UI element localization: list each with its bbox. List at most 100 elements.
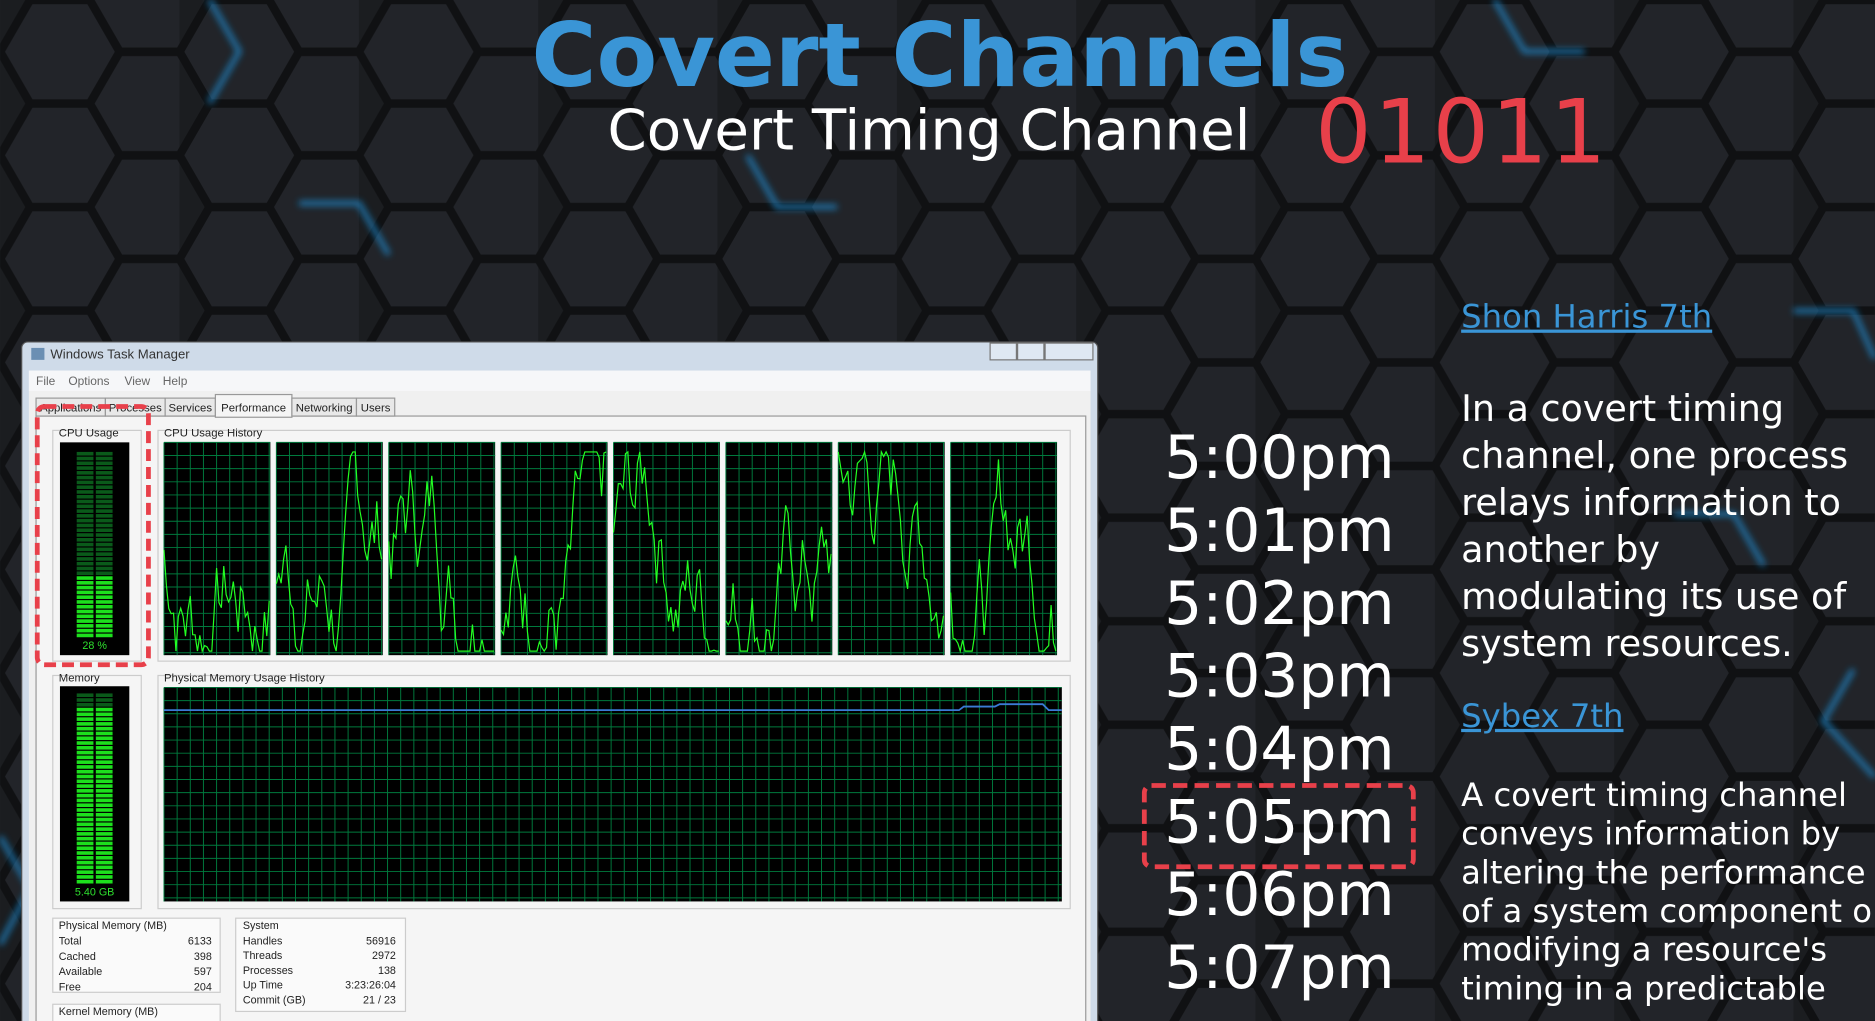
meter-segment — [76, 523, 94, 528]
meter-segment — [76, 480, 94, 485]
tab-label[interactable]: Performance — [221, 402, 286, 414]
meter-segment — [76, 693, 94, 698]
reference-line: channel, one process — [1461, 434, 1848, 477]
meter-segment — [76, 590, 94, 595]
meter-segment — [76, 595, 94, 599]
cpu-usage-group — [52, 429, 142, 662]
menu-item[interactable]: Options — [68, 374, 109, 388]
tab-label[interactable]: Networking — [296, 402, 353, 414]
physical-memory-group — [52, 917, 221, 993]
header: Covert Channels Covert Timing Channel 01… — [532, 4, 1607, 184]
stat-value: 398 — [194, 951, 212, 963]
meter-segment — [95, 480, 113, 485]
meter-segment — [76, 856, 94, 860]
meter-segment — [76, 746, 94, 750]
memory-history-label: Physical Memory Usage History — [164, 672, 325, 684]
reference-source[interactable]: Shon Harris 7th — [1461, 298, 1712, 336]
meter-segment — [76, 798, 94, 803]
tab-label[interactable]: Users — [361, 402, 391, 414]
reference-line: timing in a predictable — [1461, 969, 1826, 1007]
meter-segment — [95, 741, 113, 745]
reference-source[interactable]: Sybex 7th — [1461, 697, 1623, 735]
meter-segment — [76, 760, 94, 764]
meter-segment — [76, 860, 94, 865]
meter-segment — [76, 466, 94, 470]
meter-segment — [76, 485, 94, 489]
meter-segment — [76, 875, 94, 879]
cpu-history-line — [275, 451, 383, 652]
graph-grid — [275, 441, 383, 656]
meter-segment — [95, 547, 113, 552]
minimize-button[interactable] — [989, 342, 1018, 361]
meter-segment — [95, 633, 113, 638]
meter-segment — [76, 779, 94, 784]
meter-segment — [76, 789, 94, 793]
meter-segment — [95, 841, 113, 846]
stat-value: 2972 — [372, 950, 396, 962]
tab-label[interactable]: Services — [169, 402, 213, 414]
meter-segment — [76, 712, 94, 717]
meter-segment — [95, 475, 113, 480]
meter-segment — [95, 746, 113, 750]
meter-segment — [95, 865, 113, 870]
cpu-history-line — [500, 451, 607, 653]
cpu-history-graph — [163, 442, 271, 656]
meter-segment — [95, 614, 113, 619]
memory-value: 5.40 GB — [75, 886, 114, 898]
meter-segment — [76, 494, 94, 499]
kernel-memory-title: Kernel Memory (MB) — [59, 1006, 158, 1018]
meter-segment — [76, 566, 94, 571]
menu-item[interactable]: View — [125, 374, 151, 388]
meter-segment — [95, 490, 113, 494]
meter-segment — [95, 726, 113, 731]
reference-line: In a covert timing — [1461, 387, 1784, 430]
memory-label: Memory — [59, 672, 100, 684]
meter-segment — [95, 879, 113, 884]
memory-history-graph — [163, 687, 1062, 902]
cpu-highlight — [34, 404, 151, 668]
meter-segment — [95, 755, 113, 760]
meter-segment — [95, 624, 113, 628]
close-button[interactable] — [1044, 342, 1094, 361]
meter-segment — [95, 808, 113, 812]
meter-segment — [95, 760, 113, 764]
meter-segment — [76, 702, 94, 707]
meter-segment — [76, 557, 94, 561]
meter-segment — [95, 571, 113, 576]
meter-segment — [95, 812, 113, 817]
time: 5:04pm — [1164, 715, 1394, 784]
memory-meter — [59, 686, 130, 902]
meter-segment — [95, 514, 113, 518]
meter-segment — [76, 879, 94, 884]
cpu-history-label: CPU Usage History — [164, 427, 263, 439]
stat-name: Cached — [59, 951, 96, 963]
meter-segment — [95, 875, 113, 879]
meter-segment — [95, 504, 113, 509]
tab[interactable] — [355, 397, 396, 417]
meter-segment — [76, 822, 94, 827]
meter-segment — [76, 451, 94, 456]
system-group — [235, 917, 407, 1013]
reference-line: altering the performance — [1461, 853, 1866, 891]
meter-segment — [95, 736, 113, 741]
cpu-history-group — [157, 429, 1071, 662]
meter-segment — [76, 870, 94, 874]
meter-segment — [76, 812, 94, 817]
graph-grid — [613, 441, 720, 656]
cpu-usage-label: CPU Usage — [59, 427, 119, 439]
maximize-button[interactable] — [1017, 342, 1045, 361]
reference-line: of a system component o — [1461, 892, 1872, 930]
meter-segment — [76, 755, 94, 760]
meter-segment — [95, 836, 113, 841]
stat-name: Available — [59, 966, 102, 978]
stat-value: 56916 — [366, 935, 396, 947]
menu-item[interactable]: File — [36, 374, 56, 388]
meter-segment — [95, 870, 113, 874]
meter-segment — [76, 707, 94, 712]
menu-item[interactable]: Help — [163, 374, 188, 388]
cpu-history-line — [725, 505, 832, 652]
cpu-history-line — [388, 470, 494, 652]
time: 5:07pm — [1164, 934, 1394, 1003]
meter-segment — [76, 600, 94, 604]
system-title: System — [243, 920, 279, 932]
